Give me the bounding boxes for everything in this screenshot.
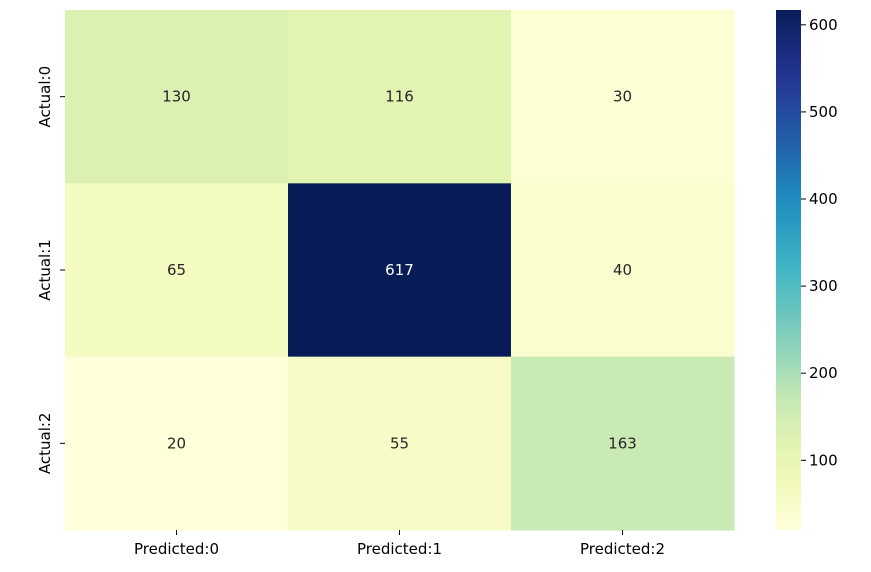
colorbar-tick-label: 600 xyxy=(809,16,838,34)
x-axis: Predicted:0 Predicted:1 Predicted:2 xyxy=(134,530,665,558)
y-tick-label: Actual:1 xyxy=(36,239,54,301)
colorbar-tick-label: 300 xyxy=(809,277,838,295)
heatmap-cell-r2-c2 xyxy=(511,356,735,531)
colorbar-tick-label: 400 xyxy=(809,190,838,208)
y-tick-label: Actual:2 xyxy=(36,413,54,475)
heatmap-cell-r0-c1 xyxy=(288,10,512,184)
colorbar-tick-label: 200 xyxy=(809,364,838,382)
x-tick-label: Predicted:1 xyxy=(357,540,442,558)
colorbar-bar xyxy=(776,10,801,530)
heatmap-cell-r2-c1 xyxy=(288,356,512,531)
heatmap-cell-r1-c1 xyxy=(288,183,512,358)
heatmap-cell-r2-c0 xyxy=(65,356,289,531)
cell-value-label: 30 xyxy=(613,88,632,106)
cell-value-label: 116 xyxy=(385,88,414,106)
cell-value-label: 55 xyxy=(390,434,409,452)
heatmap-cell-r1-c0 xyxy=(65,183,289,358)
x-tick-label: Predicted:2 xyxy=(580,540,665,558)
y-axis: Actual:0 Actual:1 Actual:2 xyxy=(36,66,65,474)
cell-value-labels: 130 116 30 65 617 40 20 55 163 xyxy=(162,88,637,453)
cell-value-label: 130 xyxy=(162,88,191,106)
colorbar-tick-label: 500 xyxy=(809,103,838,121)
cell-value-label: 617 xyxy=(385,261,414,279)
cell-value-label: 163 xyxy=(608,434,637,452)
heatmap-cell-r1-c2 xyxy=(511,183,735,358)
cell-value-label: 40 xyxy=(613,261,632,279)
cell-value-label: 20 xyxy=(167,434,186,452)
x-tick-label: Predicted:0 xyxy=(134,540,219,558)
colorbar: 100 200 300 400 500 600 xyxy=(776,10,838,530)
heatmap-cells xyxy=(65,10,735,531)
cell-value-label: 65 xyxy=(167,261,186,279)
heatmap-cell-r0-c0 xyxy=(65,10,289,184)
heatmap-cell-r0-c2 xyxy=(511,10,735,184)
colorbar-tick-label: 100 xyxy=(809,451,838,469)
y-tick-label: Actual:0 xyxy=(36,66,54,128)
